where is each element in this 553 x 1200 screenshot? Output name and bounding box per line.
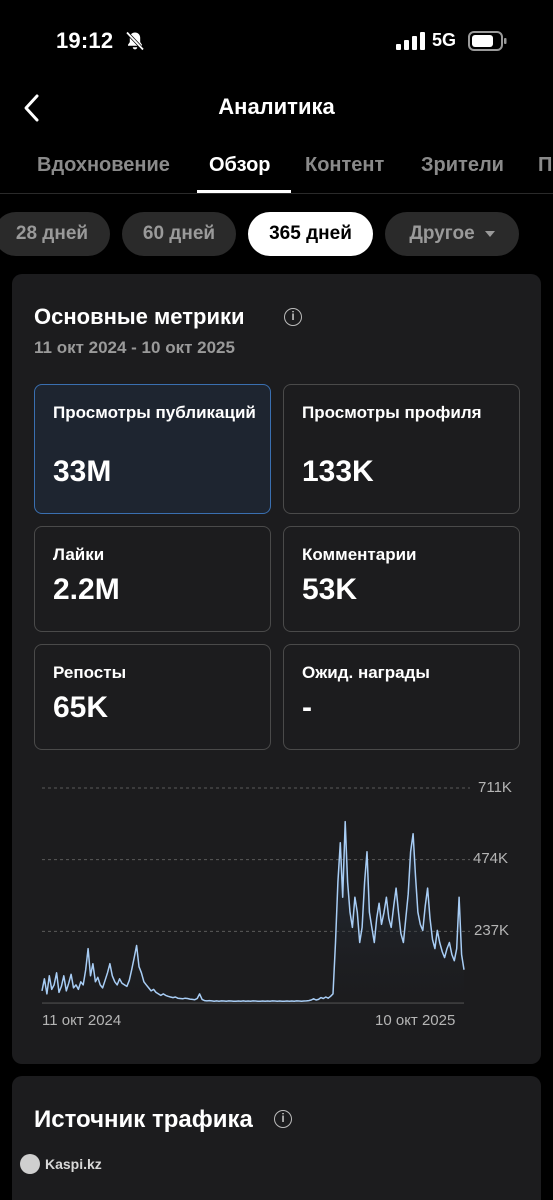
metric-tile-profile-views[interactable]: Просмотры профиля 133K — [283, 384, 520, 514]
active-tab-indicator — [197, 190, 291, 193]
metric-value: 133K — [302, 455, 374, 488]
metric-label: Ожид. награды — [302, 663, 430, 682]
period-chip-label: 60 дней — [142, 223, 216, 244]
metric-tile-likes[interactable]: Лайки 2.2M — [34, 526, 271, 632]
battery-icon — [468, 31, 507, 51]
chart-area — [42, 821, 464, 1003]
period-chip-label: Другое — [409, 223, 475, 244]
chevron-left-icon[interactable] — [18, 92, 46, 124]
tab-inspiration[interactable]: Вдохновение — [37, 154, 170, 176]
traffic-source-title: Источник трафика — [34, 1106, 253, 1133]
metrics-title: Основные метрики — [34, 304, 245, 329]
status-time: 19:12 — [56, 28, 114, 53]
info-icon[interactable]: i — [274, 1110, 292, 1128]
status-bar: 19:12 5G — [0, 0, 553, 84]
metric-value: 33M — [53, 455, 112, 488]
caret-down-icon — [484, 230, 495, 237]
metric-value: - — [302, 691, 312, 724]
period-chip-label: 365 дней — [269, 223, 352, 244]
kaspi-logo-icon — [20, 1154, 40, 1174]
period-chip-label: 28 дней — [15, 223, 89, 244]
views-chart-svg — [41, 787, 470, 1004]
nav-header: Аналитика — [0, 84, 553, 134]
y-tick-label: 474K — [473, 850, 509, 867]
metric-tile-rewards[interactable]: Ожид. награды - — [283, 644, 520, 750]
x-tick-label: 10 окт 2025 — [375, 1012, 456, 1029]
network-label: 5G — [432, 30, 457, 50]
signal-icon — [396, 32, 425, 50]
metric-tile-comments[interactable]: Комментарии 53K — [283, 526, 520, 632]
watermark-text: Kaspi.kz — [45, 1156, 102, 1172]
tab-partial[interactable]: П — [538, 154, 553, 176]
tab-content[interactable]: Контент — [305, 154, 385, 176]
metrics-card: Основные метрики i 11 окт 2024 - 10 окт … — [12, 274, 541, 1064]
y-tick-label: 237K — [474, 922, 510, 939]
metric-tile-post-views[interactable]: Просмотры публикаций 33M — [34, 384, 271, 514]
metric-label: Просмотры публикаций — [53, 403, 256, 422]
tab-overview[interactable]: Обзор — [209, 154, 271, 176]
bell-slash-icon — [125, 31, 145, 51]
watermark: Kaspi.kz — [20, 1154, 102, 1176]
metric-value: 2.2M — [53, 573, 120, 606]
period-chip-60[interactable]: 60 дней — [122, 212, 236, 256]
traffic-source-card: Источник трафика i — [12, 1076, 541, 1200]
chart-series-line — [41, 820, 465, 1002]
x-tick-label: 11 окт 2024 — [42, 1012, 122, 1029]
tab-viewers[interactable]: Зрители — [421, 154, 504, 176]
views-chart[interactable]: 711K 474K 237K 11 окт 2024 10 окт 2025 — [12, 774, 541, 1044]
analytics-tabs: Вдохновение Обзор Контент Зрители П — [0, 142, 553, 194]
metric-value: 65K — [53, 691, 109, 724]
metric-value: 53K — [302, 573, 358, 606]
date-range: 11 окт 2024 - 10 окт 2025 — [34, 338, 235, 357]
info-icon[interactable]: i — [284, 308, 302, 326]
period-chip-28[interactable]: 28 дней — [0, 212, 110, 256]
metric-label: Лайки — [53, 545, 105, 564]
page-title: Аналитика — [218, 94, 335, 119]
metric-label: Просмотры профиля — [302, 403, 482, 422]
period-chip-365[interactable]: 365 дней — [248, 212, 373, 256]
metric-label: Комментарии — [302, 545, 417, 564]
y-tick-label: 711K — [478, 779, 512, 796]
metric-label: Репосты — [53, 663, 127, 682]
metric-tile-reposts[interactable]: Репосты 65K — [34, 644, 271, 750]
period-selector: 28 дней 60 дней 365 дней Другое — [0, 212, 553, 258]
period-chip-other[interactable]: Другое — [385, 212, 519, 256]
